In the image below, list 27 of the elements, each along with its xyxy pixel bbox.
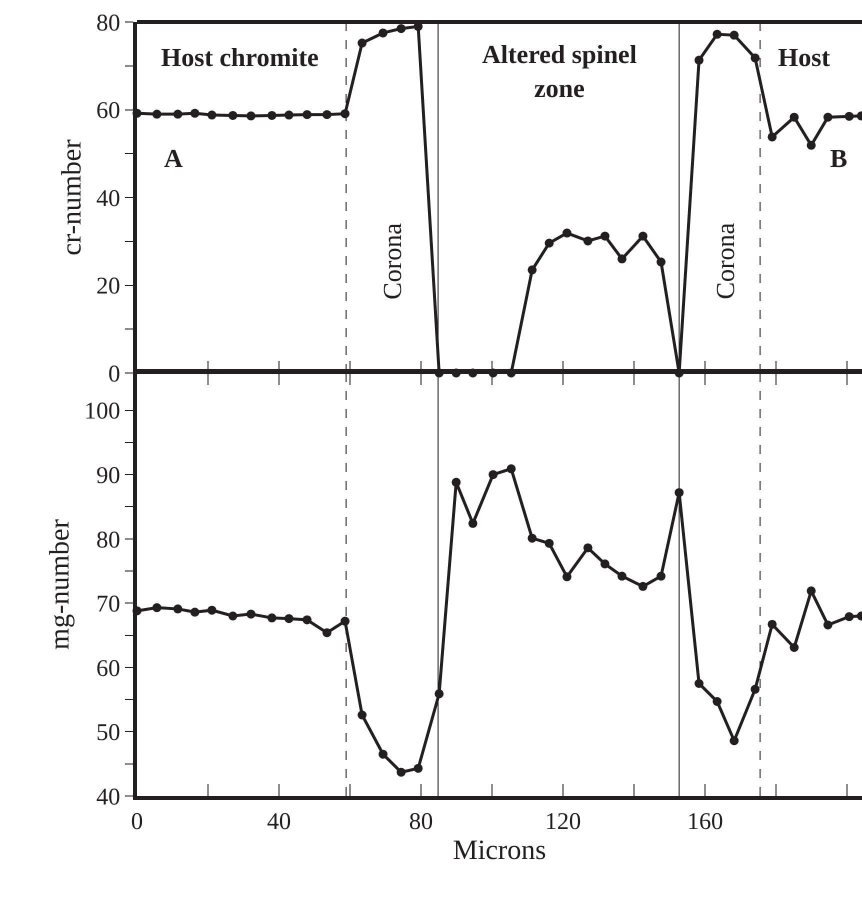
x-tick-label: 0 <box>131 808 143 835</box>
x-tick-label: 160 <box>687 808 724 835</box>
annotation: Corona <box>378 222 408 300</box>
y-tick-label: 0 <box>108 361 120 388</box>
x-tick-label: 80 <box>409 808 434 835</box>
y-tick-label: 80 <box>96 10 120 36</box>
annotation: Host <box>778 43 830 72</box>
y-tick-label: 90 <box>96 462 120 489</box>
x-axis-title: Microns <box>452 834 546 866</box>
annotation: B <box>830 144 848 173</box>
y-tick-label: 70 <box>96 592 120 618</box>
annotation: Altered spinel zone <box>482 40 637 103</box>
x-tick-label: 120 <box>545 808 582 835</box>
y-tick-label: 50 <box>96 720 120 746</box>
y-axis-title: cr-number <box>56 138 88 256</box>
x-tick-label: 40 <box>267 808 292 835</box>
y-axis-title: mg-number <box>44 518 76 650</box>
y-tick-label: 60 <box>96 98 120 124</box>
y-tick-label: 100 <box>84 398 120 425</box>
y-tick-label: 60 <box>96 656 120 682</box>
y-tick-label: 40 <box>96 186 120 212</box>
annotation: Corona <box>711 222 740 300</box>
y-tick-label: 80 <box>96 527 120 554</box>
y-tick-label: 20 <box>96 274 120 300</box>
annotation: A <box>164 144 183 173</box>
annotation: Host chromite <box>161 43 319 72</box>
y-tick-label: 40 <box>96 784 120 810</box>
